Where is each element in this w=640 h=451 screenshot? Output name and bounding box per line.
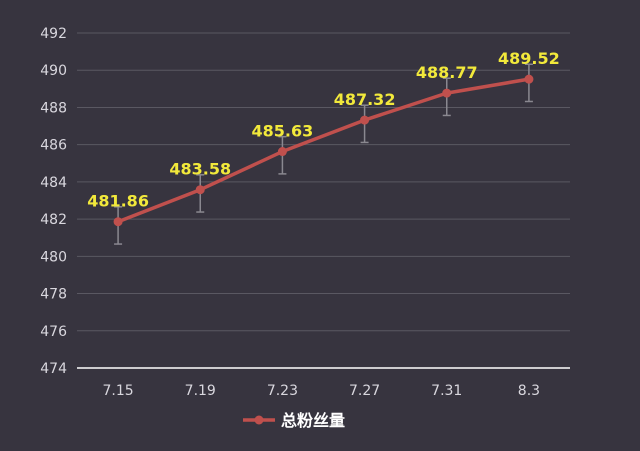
x-axis-ticks: 7.15 7.19 7.23 7.27 7.31 8.3 [102,383,540,399]
y-tick-label: 482 [40,212,67,228]
data-labels: 481.86 483.58 485.63 487.32 488.77 489.52 [87,49,560,211]
data-point [195,185,205,195]
y-tick-label: 478 [40,287,67,303]
x-tick-label: 7.23 [267,383,298,399]
y-tick-label: 492 [40,26,67,42]
data-label: 485.63 [252,122,314,141]
x-tick-label: 7.31 [431,383,462,399]
legend-swatch-marker [254,415,264,425]
data-point [277,147,287,157]
y-tick-label: 476 [40,324,67,340]
legend-label: 总粉丝量 [281,411,345,430]
x-tick-label: 7.19 [185,383,216,399]
data-label: 488.77 [416,63,478,82]
y-tick-label: 484 [40,175,67,191]
x-tick-label: 8.3 [518,383,540,399]
y-tick-label: 486 [40,138,67,154]
error-bars [114,63,533,245]
data-label: 481.86 [87,192,149,211]
y-tick-label: 474 [40,361,67,377]
x-tick-label: 7.15 [102,383,133,399]
data-label: 489.52 [498,49,560,68]
data-point [524,74,534,84]
data-label: 487.32 [334,90,396,109]
data-point [360,115,370,125]
data-point [442,88,452,98]
y-tick-label: 488 [40,100,67,116]
y-axis-ticks: 474 476 478 480 482 484 486 488 490 492 [40,26,67,377]
data-label: 483.58 [169,160,231,179]
y-tick-label: 480 [40,249,67,265]
data-points [113,74,534,227]
x-tick-label: 7.27 [349,383,380,399]
grid-lines [77,32,570,332]
data-point [113,217,123,227]
series-line [117,77,530,224]
legend: 总粉丝量 [243,411,345,430]
y-tick-label: 490 [40,63,67,79]
